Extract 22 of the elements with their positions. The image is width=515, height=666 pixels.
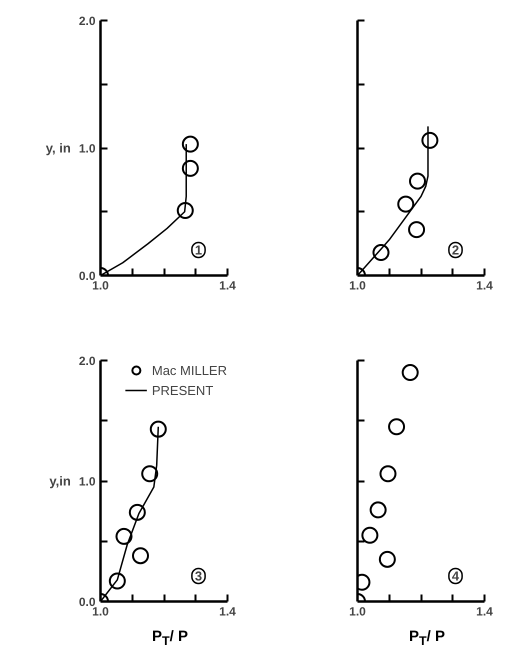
legend-label: Mac MILLER (152, 362, 227, 378)
annotation: 1 (194, 242, 202, 258)
x-tick-label: 1.0 (92, 604, 110, 618)
x-tick-label: 1.0 (349, 278, 366, 292)
x-axis-title: P$_{T}$/ P (152, 627, 188, 650)
x-tick-label: 1.4 (476, 604, 494, 618)
x-tick-label: 1.4 (219, 278, 236, 292)
legend-label: PRESENT (152, 382, 214, 398)
annotation: 2 (452, 242, 460, 258)
y-tick-label: 1.0 (78, 142, 96, 156)
y-axis-title: y,in (49, 474, 71, 488)
y-tick-label: 2.0 (78, 354, 96, 368)
x-tick-label: 1.4 (476, 278, 494, 292)
y-axis-title: y, in (46, 140, 71, 156)
x-tick-label: 1.0 (92, 278, 110, 292)
x-tick-label: 1.4 (219, 604, 236, 618)
annotation: 3 (194, 568, 202, 584)
x-axis-title: P$_{T}$/ P (409, 627, 445, 650)
y-tick-label: 2.0 (78, 14, 96, 28)
annotation: 4 (452, 568, 460, 584)
y-tick-label: 1.0 (78, 474, 96, 488)
x-tick-label: 1.0 (349, 604, 366, 618)
